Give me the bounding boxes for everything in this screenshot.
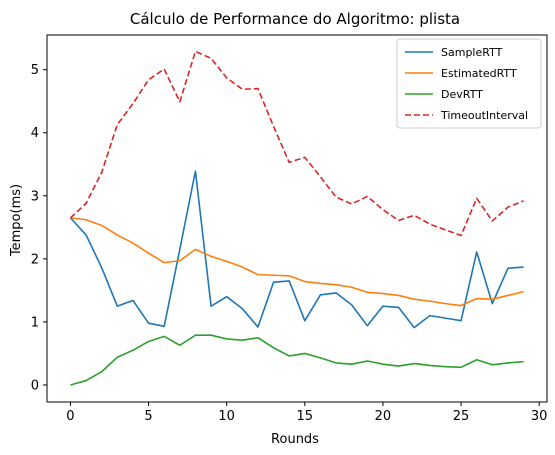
y-tick-label: 0 <box>31 378 39 393</box>
legend: SampleRTT EstimatedRTT DevRTT TimeoutInterv… <box>396 38 542 129</box>
series-line-samplertt <box>69 170 524 329</box>
x-axis-ticks: 0 5 10 15 20 25 30 <box>66 402 547 424</box>
x-tick-label: 0 <box>66 409 74 424</box>
x-tick-label: 25 <box>453 409 470 424</box>
series-line-devrtt <box>70 334 524 386</box>
x-tick-label: 15 <box>297 409 314 424</box>
x-tick-label: 10 <box>218 409 235 424</box>
legend-label-devrtt: DevRTT <box>441 88 483 101</box>
legend-label-estimatedrtt: EstimatedRTT <box>441 67 517 80</box>
series-line-timeoutinterval <box>69 50 524 237</box>
legend-label-samplertt: SampleRTT <box>441 46 503 59</box>
y-tick-label: 3 <box>31 189 39 204</box>
chart-title: Cálculo de Performance do Algoritmo: pli… <box>130 10 460 28</box>
x-tick-label: 30 <box>531 409 548 424</box>
x-tick-label: 5 <box>144 409 152 424</box>
plot-area-frame <box>46 34 548 403</box>
series-lines <box>69 50 524 386</box>
x-tick-label: 20 <box>375 409 392 424</box>
y-tick-label: 1 <box>31 315 39 330</box>
y-tick-label: 5 <box>31 63 39 78</box>
series-line-estimatedrtt <box>70 217 524 307</box>
x-axis-title: Rounds <box>271 432 319 447</box>
y-axis-title: Tempo(ms) <box>9 184 24 257</box>
legend-label-timeoutinterval: TimeoutInterval <box>440 109 528 122</box>
y-tick-label: 2 <box>31 252 39 267</box>
legend-frame <box>396 38 542 129</box>
y-axis-ticks: 0 1 2 3 4 5 <box>31 63 47 393</box>
y-tick-label: 4 <box>31 126 39 141</box>
